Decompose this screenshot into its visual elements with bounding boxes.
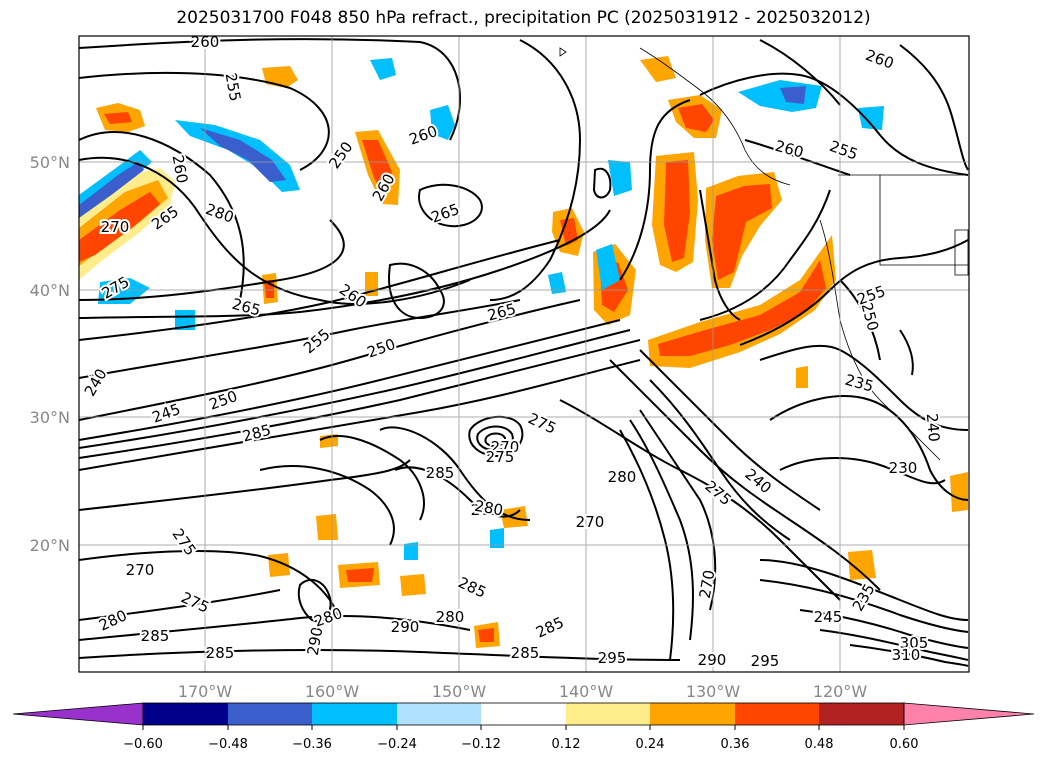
colorbar-segment <box>735 703 819 725</box>
contour-label: 265 <box>471 501 500 519</box>
colorbar-tick-label: −0.36 <box>292 737 332 752</box>
colorbar-tick-label: −0.24 <box>377 737 417 752</box>
contour-label: 295 <box>751 652 780 670</box>
contour-label: 270 <box>101 218 130 236</box>
contour-label: 255 <box>222 71 245 102</box>
colorbar-tick-label: 0.60 <box>890 737 919 752</box>
colorbar-segment <box>650 703 735 725</box>
colorbar-tick-label: 0.48 <box>805 737 834 752</box>
colorbar-segment <box>143 703 228 725</box>
colorbar-segment <box>397 703 481 725</box>
contour-label: 270 <box>491 438 520 456</box>
colorbar-segment <box>481 703 566 725</box>
colorbar: −0.60 −0.48 −0.36 −0.24 −0.12 0.12 0.24 … <box>12 702 1035 752</box>
contour-label: 270 <box>126 561 155 579</box>
latitude-labels: 50°N 40°N 30°N 20°N <box>30 153 70 555</box>
lat-label-50n: 50°N <box>30 153 70 172</box>
contour-label: 310 <box>892 646 921 664</box>
longitude-labels: 170°W 160°W 150°W 140°W 130°W 120°W <box>178 682 868 701</box>
colorbar-tick-label: −0.60 <box>123 737 163 752</box>
lon-label-160w: 160°W <box>305 682 360 701</box>
colorbar-tick-label: 0.36 <box>721 737 750 752</box>
refractivity-contours <box>78 38 969 667</box>
contour-label: 230 <box>889 459 918 477</box>
colorbar-extend-right <box>903 702 1035 726</box>
contour-label: 275 <box>486 448 515 466</box>
contour-label: 295 <box>598 649 627 667</box>
contour-label: 285 <box>511 644 540 662</box>
colorbar-segment <box>228 703 312 725</box>
contour-label: 280 <box>608 468 637 486</box>
coastlines <box>559 47 969 461</box>
colorbar-frame <box>142 702 905 726</box>
contour-label: 290 <box>391 618 420 636</box>
grid-lines <box>79 36 969 672</box>
map-frame <box>78 35 970 673</box>
contour-label: 270 <box>576 513 605 531</box>
colorbar-segment <box>819 703 904 725</box>
colorbar-tick-label: 0.24 <box>636 737 665 752</box>
lat-label-20n: 20°N <box>30 536 70 555</box>
contour-label: 305 <box>900 634 929 652</box>
colorbar-tick-label: −0.12 <box>461 737 501 752</box>
lon-label-140w: 140°W <box>559 682 614 701</box>
contour-label: 290 <box>698 651 727 669</box>
contour-label: 285 <box>141 627 170 645</box>
lat-label-30n: 30°N <box>30 408 70 427</box>
precipitation-shading <box>79 56 968 648</box>
contour-label: 285 <box>206 644 235 662</box>
contour-label: 245 <box>814 608 843 626</box>
colorbar-segment <box>566 703 650 725</box>
contour-label: 240 <box>923 413 943 443</box>
lat-label-40n: 40°N <box>30 281 70 300</box>
map-title: 2025031700 F048 850 hPa refract., precip… <box>176 8 871 28</box>
lon-label-150w: 150°W <box>432 682 487 701</box>
colorbar-tick-label: −0.48 <box>208 737 248 752</box>
colorbar-tick-label: 0.12 <box>552 737 581 752</box>
lon-label-170w: 170°W <box>178 682 233 701</box>
contour-label: 285 <box>426 464 455 482</box>
lon-label-120w: 120°W <box>813 682 868 701</box>
lon-label-130w: 130°W <box>686 682 741 701</box>
colorbar-extend-left <box>12 702 144 726</box>
contour-label: 280 <box>436 608 465 626</box>
colorbar-segment <box>312 703 397 725</box>
